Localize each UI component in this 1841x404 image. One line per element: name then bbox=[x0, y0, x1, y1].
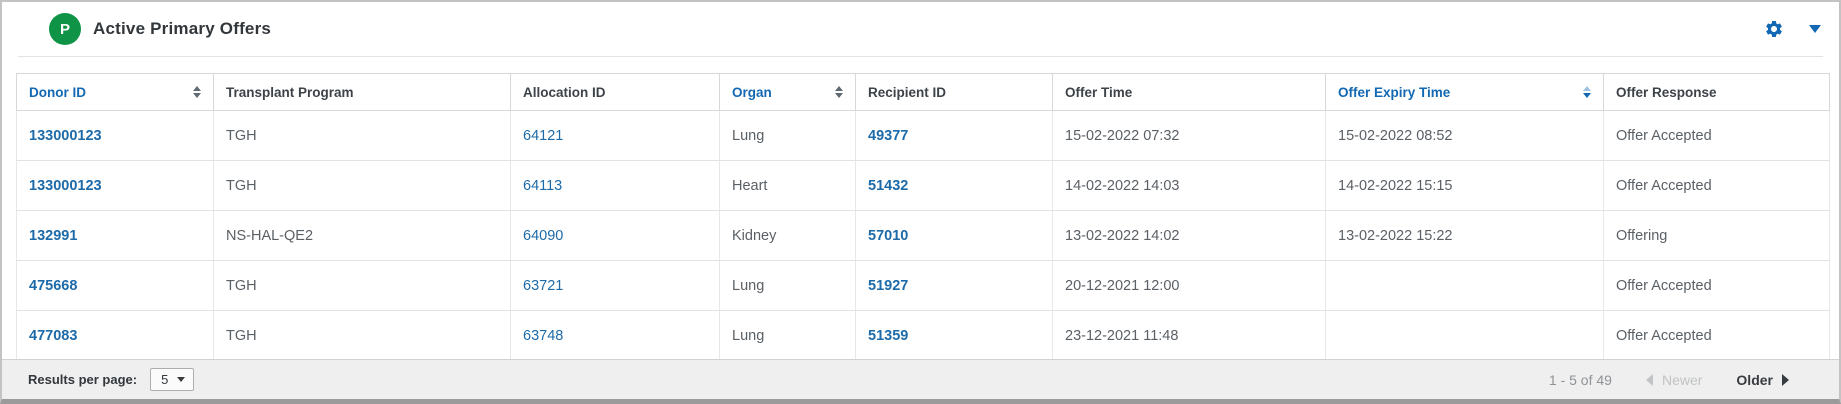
cell-allocation-id: 64090 bbox=[510, 210, 720, 261]
cell-recipient-id: 51432 bbox=[855, 160, 1053, 211]
arrow-right-icon bbox=[1782, 373, 1789, 386]
sort-icon bbox=[1575, 86, 1591, 98]
primary-offer-badge: P bbox=[49, 13, 81, 45]
older-label: Older bbox=[1736, 371, 1773, 388]
column-header-offer-time[interactable]: Offer Time bbox=[1052, 73, 1326, 111]
cell-offer-expiry-time bbox=[1325, 260, 1604, 311]
results-per-page-label: Results per page: bbox=[28, 372, 138, 387]
cell-offer-expiry-time: 13-02-2022 15:22 bbox=[1325, 210, 1604, 261]
cell-offer-time: 14-02-2022 14:03 bbox=[1052, 160, 1326, 211]
table-footer: Results per page: 5 1 - 5 of 49 Newer Ol… bbox=[2, 359, 1839, 399]
allocation-id-link[interactable]: 63748 bbox=[523, 327, 564, 344]
cell-offer-time: 20-12-2021 12:00 bbox=[1052, 260, 1326, 311]
donor-id-link[interactable]: 132991 bbox=[29, 227, 78, 244]
cell-donor-id: 475668 bbox=[16, 260, 214, 311]
recipient-id-link[interactable]: 57010 bbox=[868, 227, 909, 244]
donor-id-link[interactable]: 133000123 bbox=[29, 127, 102, 144]
cell-offer-time: 23-12-2021 11:48 bbox=[1052, 310, 1326, 359]
collapse-chevron-icon[interactable] bbox=[1807, 22, 1823, 36]
sort-icon bbox=[827, 86, 843, 98]
arrow-left-icon bbox=[1645, 373, 1653, 386]
cell-recipient-id: 49377 bbox=[855, 110, 1053, 161]
select-caret-icon bbox=[177, 377, 186, 382]
donor-id-link[interactable]: 477083 bbox=[29, 327, 78, 344]
cell-donor-id: 133000123 bbox=[16, 110, 214, 161]
recipient-id-link[interactable]: 51927 bbox=[868, 277, 909, 294]
cell-offer-response: Offering bbox=[1603, 210, 1830, 261]
cell-offer-expiry-time: 15-02-2022 08:52 bbox=[1325, 110, 1604, 161]
cell-transplant-program: NS-HAL-QE2 bbox=[213, 210, 511, 261]
results-per-page-select[interactable]: 5 bbox=[150, 368, 195, 391]
column-header-transplant-program[interactable]: Transplant Program bbox=[213, 73, 511, 111]
column-header-offer-expiry-time[interactable]: Offer Expiry Time bbox=[1325, 73, 1604, 111]
column-header-recipient-id[interactable]: Recipient ID bbox=[855, 73, 1053, 111]
cell-organ: Lung bbox=[719, 310, 856, 359]
column-header-allocation-id[interactable]: Allocation ID bbox=[510, 73, 720, 111]
cell-donor-id: 133000123 bbox=[16, 160, 214, 211]
cell-offer-time: 13-02-2022 14:02 bbox=[1052, 210, 1326, 261]
table-row: 133000123 TGH 64113 Heart 51432 14-02-20… bbox=[16, 160, 1830, 211]
cell-organ: Lung bbox=[719, 110, 856, 161]
column-header-donor-id[interactable]: Donor ID bbox=[16, 73, 214, 111]
allocation-id-link[interactable]: 64113 bbox=[523, 177, 563, 194]
cell-allocation-id: 63721 bbox=[510, 260, 720, 311]
settings-gear-icon[interactable] bbox=[1763, 18, 1785, 40]
cell-recipient-id: 51927 bbox=[855, 260, 1053, 311]
cell-offer-response: Offer Accepted bbox=[1603, 260, 1830, 311]
cell-transplant-program: TGH bbox=[213, 160, 511, 211]
cell-offer-response: Offer Accepted bbox=[1603, 110, 1830, 161]
cell-allocation-id: 64121 bbox=[510, 110, 720, 161]
recipient-id-link[interactable]: 49377 bbox=[868, 127, 909, 144]
cell-offer-expiry-time: 14-02-2022 15:15 bbox=[1325, 160, 1604, 211]
recipient-id-link[interactable]: 51359 bbox=[868, 327, 909, 344]
donor-id-link[interactable]: 133000123 bbox=[29, 177, 102, 194]
cell-offer-response: Offer Accepted bbox=[1603, 310, 1830, 359]
panel-title: Active Primary Offers bbox=[93, 19, 272, 38]
cell-offer-expiry-time bbox=[1325, 310, 1604, 359]
table-row: 475668 TGH 63721 Lung 51927 20-12-2021 1… bbox=[16, 260, 1830, 311]
cell-offer-response: Offer Accepted bbox=[1603, 160, 1830, 211]
older-page-button[interactable]: Older bbox=[1736, 372, 1789, 388]
panel-header-actions bbox=[1763, 18, 1825, 40]
column-header-organ[interactable]: Organ bbox=[719, 73, 856, 111]
newer-page-button[interactable]: Newer bbox=[1645, 371, 1703, 388]
table-header-row: Donor ID Transplant Program Allocation I… bbox=[16, 73, 1830, 111]
recipient-id-link[interactable]: 51432 bbox=[868, 177, 909, 194]
pagination-range: 1 - 5 of 49 bbox=[1548, 371, 1612, 388]
allocation-id-link[interactable]: 64090 bbox=[523, 227, 564, 244]
panel-header: P Active Primary Offers bbox=[2, 2, 1839, 56]
column-header-offer-response[interactable]: Offer Response bbox=[1603, 73, 1830, 111]
cell-transplant-program: TGH bbox=[213, 260, 511, 311]
donor-id-link[interactable]: 475668 bbox=[29, 277, 78, 294]
cell-donor-id: 477083 bbox=[16, 310, 214, 359]
table-row: 133000123 TGH 64121 Lung 49377 15-02-202… bbox=[16, 110, 1830, 161]
cell-offer-time: 15-02-2022 07:32 bbox=[1052, 110, 1326, 161]
pagination: 1 - 5 of 49 Newer Older bbox=[1549, 372, 1789, 388]
sort-icon bbox=[185, 86, 201, 98]
cell-allocation-id: 64113 bbox=[510, 160, 720, 211]
cell-organ: Kidney bbox=[719, 210, 856, 261]
cell-organ: Lung bbox=[719, 260, 856, 311]
cell-donor-id: 132991 bbox=[16, 210, 214, 261]
header-divider bbox=[18, 56, 1823, 57]
cell-transplant-program: TGH bbox=[213, 310, 511, 359]
allocation-id-link[interactable]: 63721 bbox=[523, 277, 564, 294]
cell-transplant-program: TGH bbox=[213, 110, 511, 161]
results-per-page-value: 5 bbox=[161, 372, 169, 387]
cell-recipient-id: 57010 bbox=[855, 210, 1053, 261]
allocation-id-link[interactable]: 64121 bbox=[523, 127, 564, 144]
table-row: 132991 NS-HAL-QE2 64090 Kidney 57010 13-… bbox=[16, 210, 1830, 261]
table-row: 477083 TGH 63748 Lung 51359 23-12-2021 1… bbox=[16, 310, 1830, 359]
newer-label: Newer bbox=[1661, 371, 1703, 388]
cell-allocation-id: 63748 bbox=[510, 310, 720, 359]
cell-organ: Heart bbox=[719, 160, 856, 211]
offers-table: Donor ID Transplant Program Allocation I… bbox=[16, 73, 1830, 359]
cell-recipient-id: 51359 bbox=[855, 310, 1053, 359]
offers-table-container: Donor ID Transplant Program Allocation I… bbox=[2, 57, 1839, 359]
